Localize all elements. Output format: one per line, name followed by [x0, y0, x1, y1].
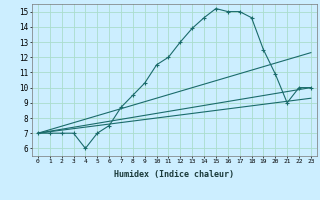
X-axis label: Humidex (Indice chaleur): Humidex (Indice chaleur): [115, 170, 234, 179]
